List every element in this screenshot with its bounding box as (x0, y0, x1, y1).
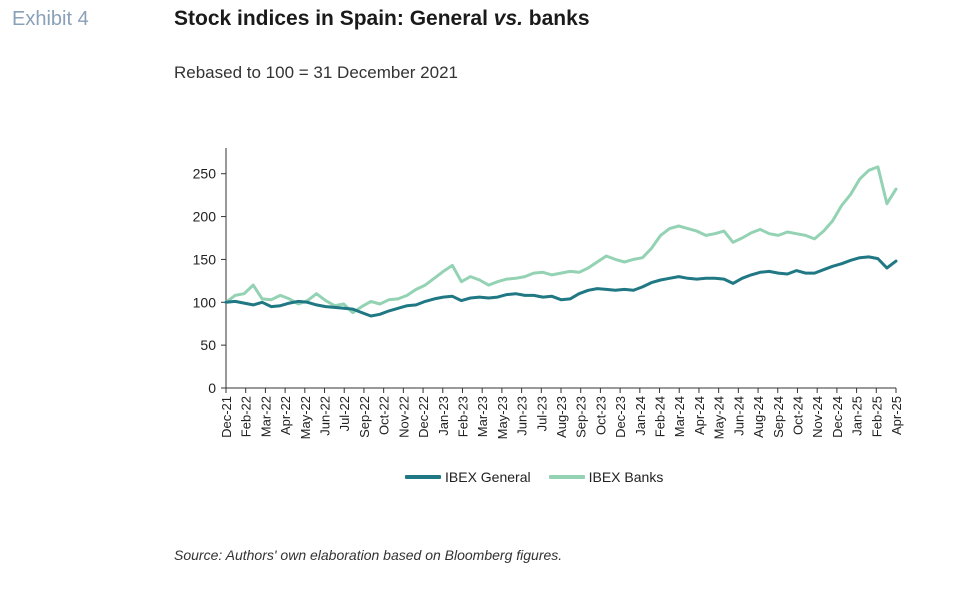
y-tick-label: 250 (193, 166, 217, 182)
x-tick-label: Feb-25 (869, 396, 884, 437)
legend-label-ibex-banks: IBEX Banks (588, 469, 664, 485)
x-tick-label: Jan-24 (633, 396, 648, 436)
chart-legend: IBEX General IBEX Banks (405, 469, 663, 485)
x-tick-label: Apr-22 (278, 396, 293, 435)
x-tick-label: Dec-21 (219, 396, 234, 438)
legend-swatch-ibex-banks (548, 475, 585, 479)
x-tick-label: Jun-23 (515, 396, 530, 436)
x-tick-label: Apr-25 (889, 396, 904, 435)
title-italic: vs. (493, 7, 523, 30)
x-tick-label: Jun-22 (318, 396, 333, 436)
x-tick-label: Jan-25 (850, 396, 865, 436)
x-tick-label: Mar-22 (258, 396, 273, 437)
x-tick-label: Feb-23 (455, 396, 470, 437)
x-tick-label: Dec-23 (613, 396, 628, 438)
x-tick-label: Nov-24 (810, 396, 825, 438)
x-tick-label: Jun-24 (731, 396, 746, 436)
x-tick-label: Feb-24 (653, 396, 668, 437)
y-tick-label: 50 (200, 337, 216, 353)
legend-item-ibex-banks: IBEX Banks (548, 469, 664, 485)
x-tick-label: Jul-22 (337, 396, 352, 431)
exhibit-label: Exhibit 4 (12, 8, 89, 30)
y-tick-label: 0 (208, 380, 216, 396)
legend-swatch-ibex-general (405, 475, 441, 479)
title-main: Stock indices in Spain: General (174, 7, 494, 30)
legend-item-ibex-general: IBEX General (405, 469, 531, 485)
chart-subtitle: Rebased to 100 = 31 December 2021 (174, 63, 459, 82)
source-note: Source: Authors' own elaboration based o… (174, 547, 563, 563)
legend-label-ibex-general: IBEX General (445, 469, 531, 485)
x-tick-label: Sep-24 (771, 396, 786, 438)
x-tick-label: Oct-24 (790, 396, 805, 435)
x-tick-label: Mar-23 (475, 396, 490, 437)
x-tick-label: Dec-22 (416, 396, 431, 438)
x-tick-label: Feb-22 (239, 396, 254, 437)
x-tick-label: Aug-24 (751, 396, 766, 438)
x-tick-label: Jan-23 (436, 396, 451, 436)
x-tick-label: Mar-24 (672, 396, 687, 437)
series-line-ibex-general (224, 255, 898, 318)
chart-title: Stock indices in Spain: General vs. bank… (174, 7, 590, 31)
x-tick-label: Oct-22 (377, 396, 392, 435)
x-tick-label: May-24 (712, 396, 727, 439)
x-tick-label: Jul-23 (534, 396, 549, 431)
x-tick-label: Dec-24 (830, 396, 845, 438)
y-tick-label: 100 (193, 294, 217, 310)
x-tick-label: Aug-23 (554, 396, 569, 438)
y-tick-label: 150 (193, 251, 217, 267)
x-tick-label: Oct-23 (593, 396, 608, 435)
title-end: banks (522, 7, 590, 30)
x-tick-label: Sep-23 (574, 396, 589, 438)
series-line-ibex-banks (224, 165, 898, 315)
x-tick-label: Apr-24 (692, 396, 707, 435)
x-tick-label: Sep-22 (357, 396, 372, 438)
x-tick-label: May-22 (298, 396, 313, 439)
x-tick-label: Nov-22 (396, 396, 411, 438)
x-tick-label: May-23 (495, 396, 510, 439)
y-tick-label: 200 (193, 209, 217, 225)
